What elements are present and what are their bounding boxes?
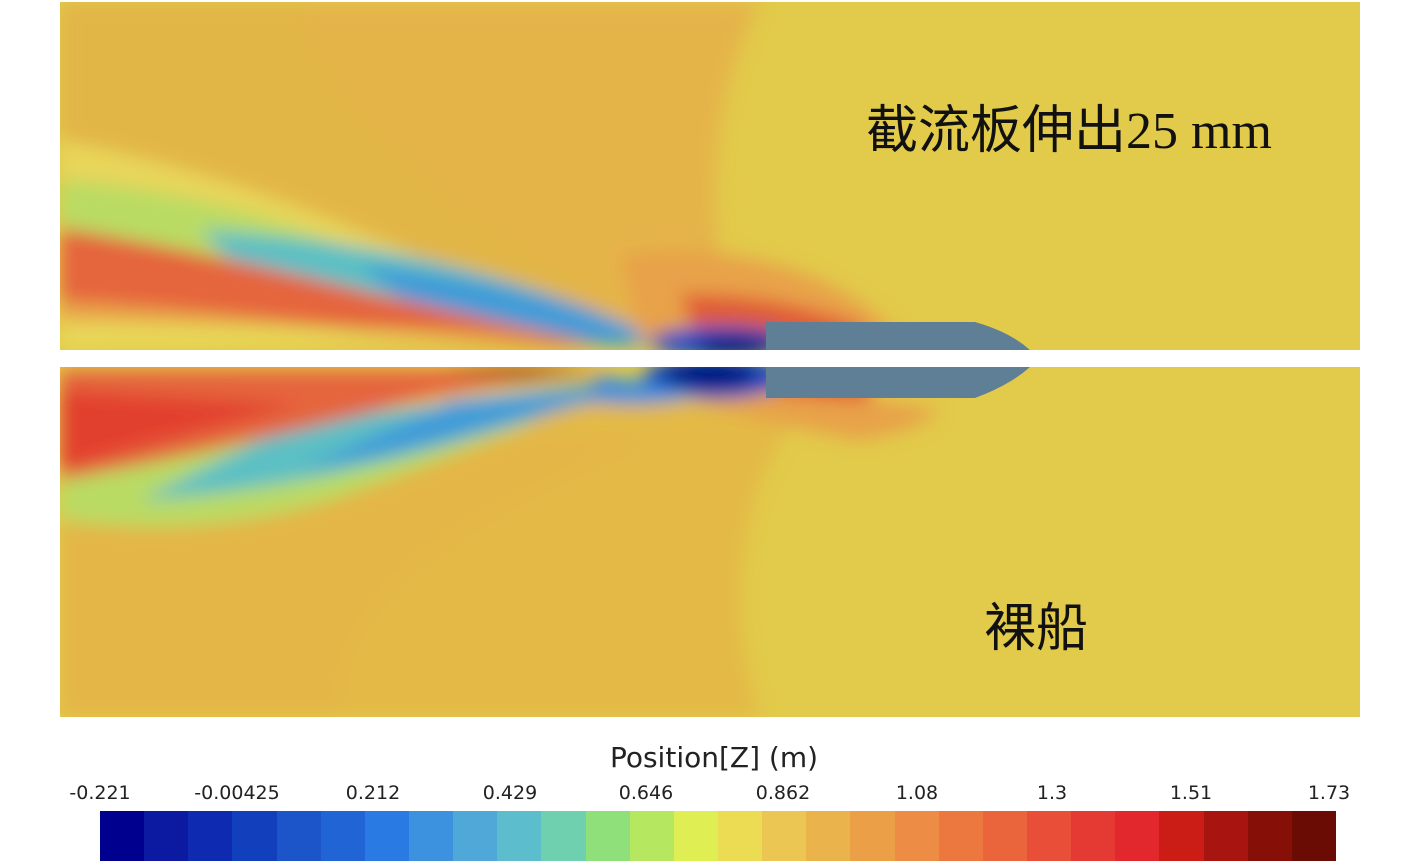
- top-contour-panel: [60, 2, 1360, 350]
- colorbar-cell: [585, 811, 630, 861]
- colorbar-cell: [629, 811, 674, 861]
- colorbar-cell: [673, 811, 718, 861]
- colorbar-cell: [1291, 811, 1336, 861]
- colorbar-cell: [408, 811, 454, 861]
- colorbar-cell: [938, 811, 983, 861]
- tick-label: 0.212: [345, 782, 401, 804]
- legend-title: Position[Z] (m): [609, 741, 819, 774]
- bottom-contour-panel: [60, 367, 1360, 717]
- colorbar-cell: [982, 811, 1027, 861]
- colorbar-cell: [320, 811, 365, 861]
- colorbar-cell: [1026, 811, 1072, 861]
- tick-label: 0.429: [482, 782, 538, 804]
- tick-label: -0.221: [69, 782, 131, 804]
- tick-label: -0.00425: [194, 782, 280, 804]
- top-panel-label: 截流板伸出25 mm: [866, 103, 1272, 160]
- tick-label: 0.646: [618, 782, 674, 804]
- colorbar-cell: [100, 811, 145, 861]
- colorbar: [100, 811, 1336, 861]
- colorbar-cell: [1247, 811, 1292, 861]
- colorbar-cell: [1159, 811, 1204, 861]
- colorbar-cell: [850, 811, 895, 861]
- colorbar-cell: [276, 811, 321, 861]
- colorbar-cell: [894, 811, 939, 861]
- colorbar-cell: [717, 811, 763, 861]
- colorbar-cell: [762, 811, 807, 861]
- bottom-panel-label: 裸船: [984, 601, 1089, 658]
- hull-bottom: [766, 367, 1030, 398]
- colorbar-cell: [541, 811, 586, 861]
- colorbar-cell: [188, 811, 233, 861]
- colorbar-cell: [453, 811, 498, 861]
- tick-label: 1.08: [895, 782, 939, 804]
- tick-label: 1.51: [1169, 782, 1213, 804]
- colorbar-cell: [1115, 811, 1160, 861]
- colorbar-cell: [144, 811, 189, 861]
- colorbar-cell: [1071, 811, 1116, 861]
- tick-label: 1.3: [1036, 782, 1068, 804]
- hull-top: [766, 322, 1030, 350]
- colorbar-cell: [232, 811, 277, 861]
- colorbar-cell: [497, 811, 542, 861]
- colorbar-cell: [364, 811, 409, 861]
- tick-label: 1.73: [1307, 782, 1351, 804]
- colorbar-cell: [806, 811, 851, 861]
- colorbar-cell: [1203, 811, 1248, 861]
- tick-label: 0.862: [755, 782, 811, 804]
